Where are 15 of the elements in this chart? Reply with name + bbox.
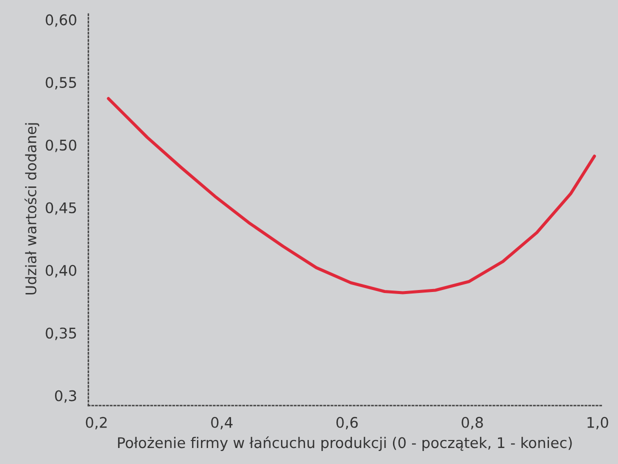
y-axis-title: Udział wartości dodanej — [24, 123, 40, 294]
x-tick-label: 0,4 — [211, 416, 233, 430]
y-tick-label: 0,50 — [46, 140, 76, 152]
y-tick-label: 0,40 — [46, 264, 76, 278]
y-tick-label: 0,60 — [46, 14, 76, 27]
y-tick-label: 0,45 — [46, 202, 76, 215]
x-tick-label: 0,6 — [336, 416, 358, 430]
x-tick-label: 1,0 — [588, 416, 608, 430]
y-tick-label: 0,55 — [46, 76, 76, 90]
y-tick-label: 0,3 — [55, 390, 76, 403]
x-axis-title: Położenie firmy w łańcuchu produkcji (0 - początek, 1 - koniec) — [118, 436, 572, 452]
line-series — [106, 97, 596, 294]
x-tick-label: 0,2 — [86, 416, 107, 430]
x-tick-label: 0,8 — [462, 416, 483, 430]
y-tick-label: 0,35 — [46, 328, 76, 340]
